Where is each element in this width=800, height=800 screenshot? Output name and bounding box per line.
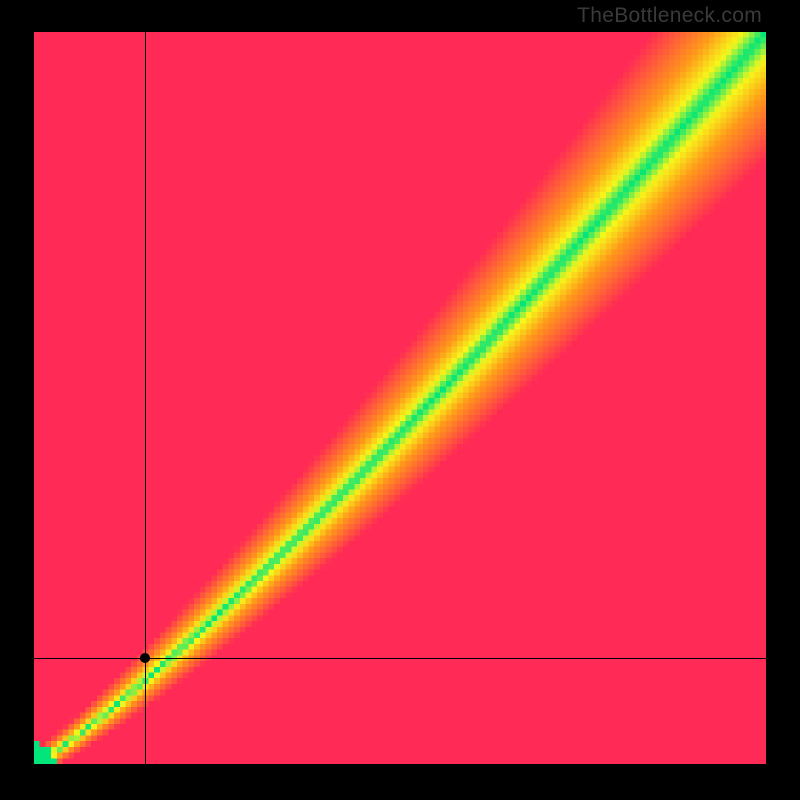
- watermark-text: TheBottleneck.com: [577, 4, 762, 28]
- bottleneck-heatmap: [34, 32, 766, 764]
- crosshair-dot: [140, 653, 150, 663]
